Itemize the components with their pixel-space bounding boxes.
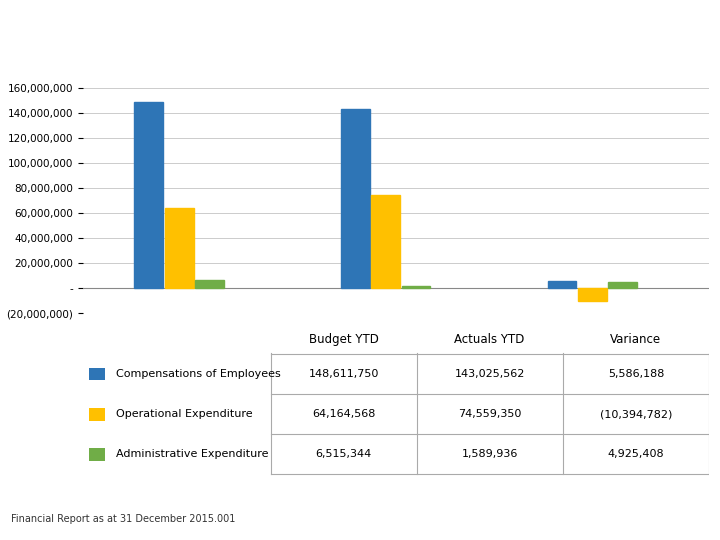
- Bar: [89, 368, 104, 381]
- Bar: [372, 195, 400, 288]
- Text: Operational Expenditure: Operational Expenditure: [116, 409, 253, 420]
- Text: versus: versus: [249, 45, 471, 59]
- Text: 5,586,188: 5,586,188: [608, 369, 664, 379]
- Text: Budget YTD: Budget YTD: [309, 333, 379, 347]
- Text: FINANCIAL REPORT: FINANCIAL REPORT: [278, 11, 442, 26]
- Bar: [89, 448, 104, 461]
- Bar: [608, 282, 637, 288]
- Text: Variance: Variance: [611, 333, 662, 347]
- Text: Actuals YTD: Actuals YTD: [454, 333, 525, 347]
- Text: 4,925,408: 4,925,408: [608, 449, 665, 460]
- Bar: [402, 286, 431, 288]
- Bar: [577, 288, 606, 301]
- Bar: [89, 408, 104, 421]
- Text: 64,164,568: 64,164,568: [312, 409, 375, 420]
- Text: 1,589,936: 1,589,936: [462, 449, 518, 460]
- Text: 143,025,562: 143,025,562: [454, 369, 525, 379]
- Bar: [135, 103, 163, 288]
- Bar: [341, 109, 370, 288]
- Text: Compensations of Employees: Compensations of Employees: [116, 369, 281, 379]
- Bar: [195, 280, 224, 288]
- Text: (10,394,782): (10,394,782): [600, 409, 672, 420]
- Text: Administrative Expenditure: Administrative Expenditure: [116, 449, 269, 460]
- Text: 148,611,750: 148,611,750: [308, 369, 379, 379]
- Text: 74,559,350: 74,559,350: [458, 409, 521, 420]
- Bar: [547, 281, 576, 288]
- Text: Financial Report as at 31 December 2015.001: Financial Report as at 31 December 2015.…: [11, 514, 235, 524]
- Text: 6,515,344: 6,515,344: [315, 449, 372, 460]
- Bar: [165, 208, 194, 288]
- Text: EXPENDITURE – Actual versus Budget for the period ending 31 December 2015: EXPENDITURE – Actual versus Budget for t…: [51, 45, 669, 59]
